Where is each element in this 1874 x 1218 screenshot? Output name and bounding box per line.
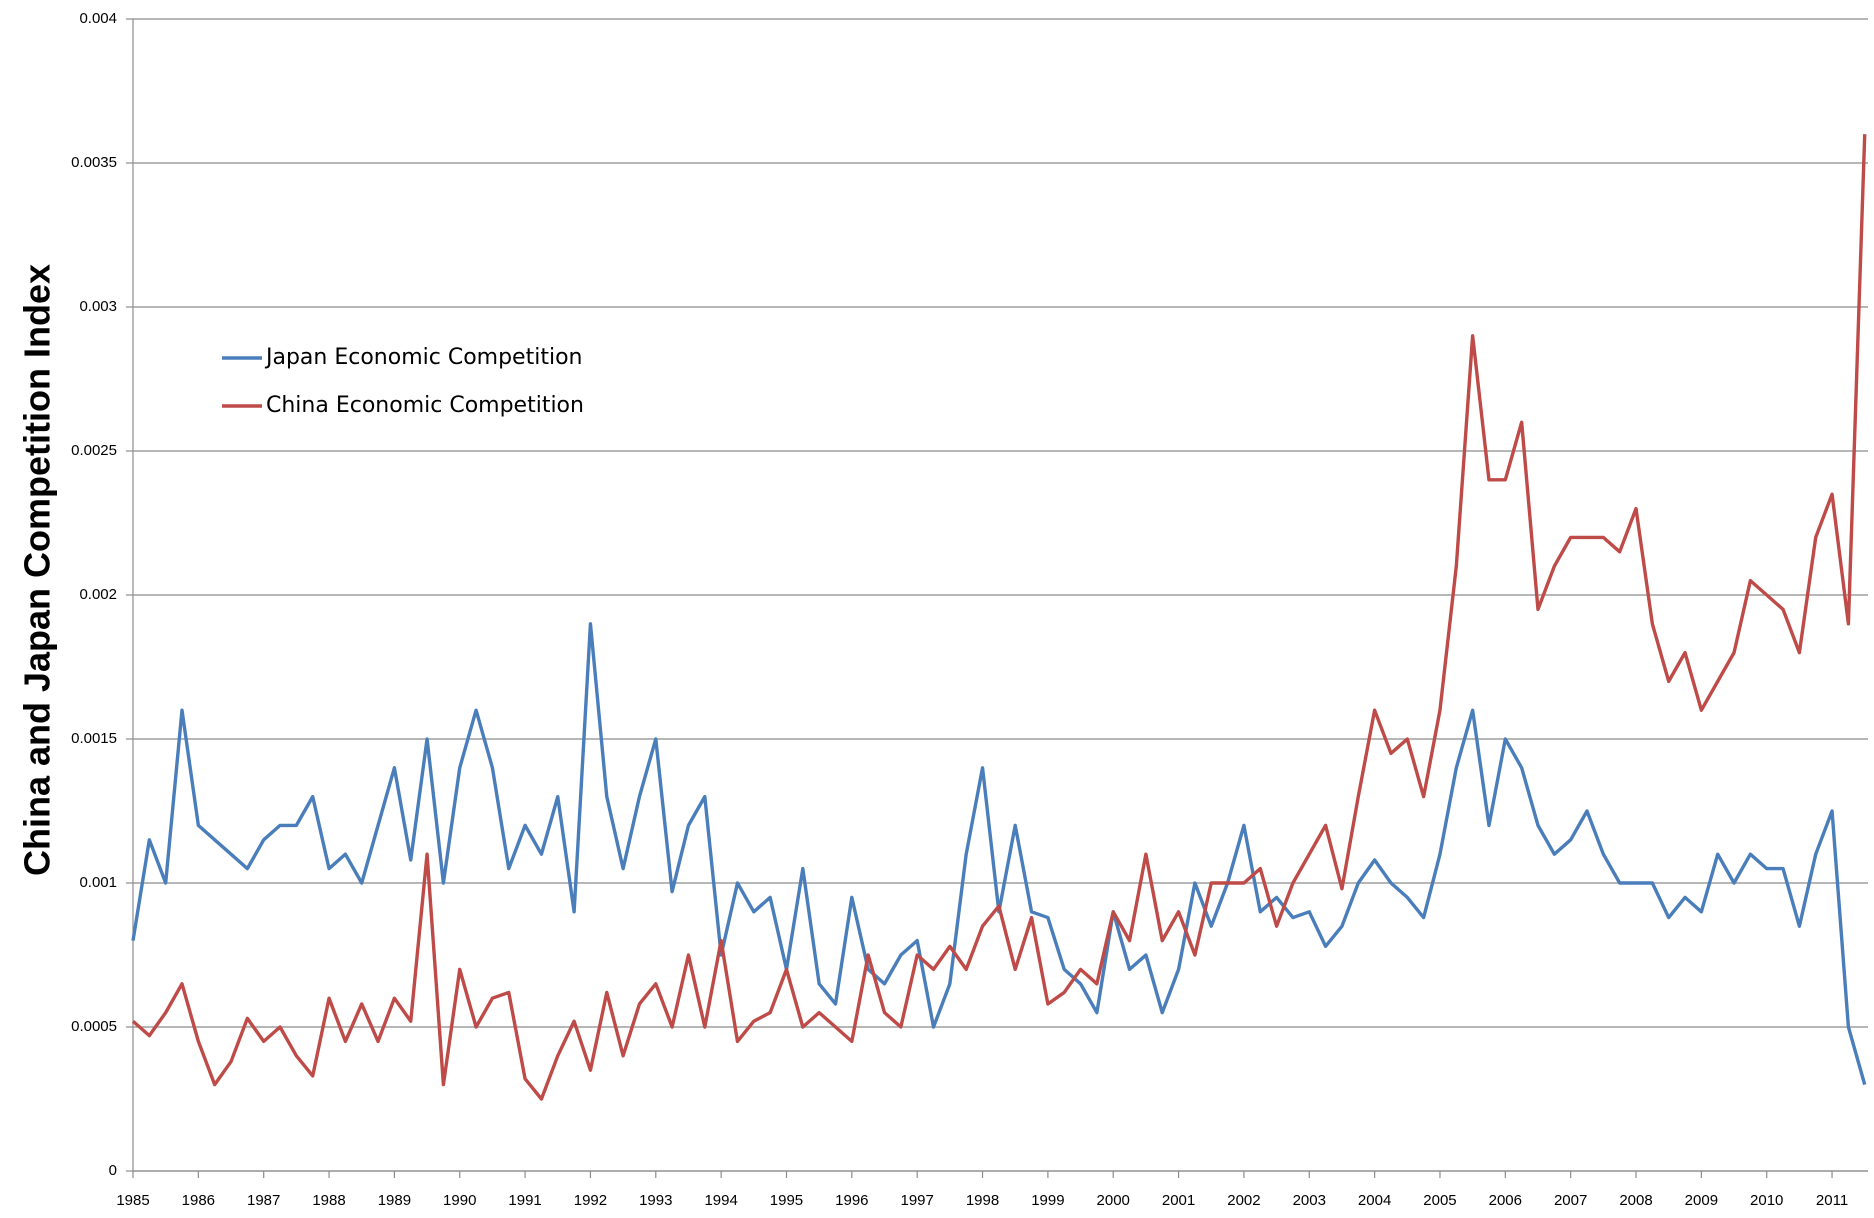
y-tick-label: 0.004 [79,10,117,27]
legend-label: Japan Economic Competition [264,345,582,370]
x-tick-label: 1987 [247,1192,280,1209]
x-tick-label: 2010 [1750,1192,1783,1209]
x-tick-label: 1993 [639,1192,672,1209]
x-tick-label: 2005 [1423,1192,1456,1209]
x-tick-label: 2011 [1816,1192,1848,1209]
x-tick-label: 2007 [1554,1192,1587,1209]
x-tick-label: 2003 [1293,1192,1326,1209]
x-tick-label: 2001 [1162,1192,1195,1209]
x-tick-label: 2008 [1619,1192,1652,1209]
x-tick-label: 1996 [835,1192,868,1209]
x-tick-label: 1991 [508,1192,541,1209]
series-line [131,134,1867,1101]
x-tick-label: 1994 [704,1192,737,1209]
x-tick-label: 1988 [312,1192,345,1209]
y-tick-label: 0.0035 [71,154,117,171]
x-tick-label: 1999 [1031,1192,1064,1209]
x-tick-label: 1989 [378,1192,411,1209]
x-tick-label: 2002 [1227,1192,1260,1209]
series-line [131,622,1867,1086]
y-tick-label: 0.0005 [71,1018,117,1035]
x-tick-label: 1986 [182,1192,215,1209]
y-tick-label: 0.002 [79,586,117,603]
legend-label: China Economic Competition [266,393,584,418]
x-tick-label: 1992 [574,1192,607,1209]
x-tick-label: 1997 [900,1192,933,1209]
x-tick-label: 1998 [966,1192,999,1209]
y-tick-label: 0.001 [79,874,117,891]
x-tick-label: 2000 [1097,1192,1130,1209]
x-tick-label: 1995 [770,1192,803,1209]
y-tick-label: 0.003 [79,298,117,315]
x-tick-label: 1985 [116,1192,149,1209]
y-axis-title: China and Japan Competition Index [17,264,58,876]
y-tick-label: 0.0025 [71,442,117,459]
y-tick-label: 0.0015 [71,730,117,747]
y-tick-label: 0 [109,1162,117,1179]
x-tick-label: 1990 [443,1192,476,1209]
x-tick-label: 2009 [1685,1192,1718,1209]
x-tick-label: 2006 [1489,1192,1522,1209]
x-tick-label: 2004 [1358,1192,1391,1209]
